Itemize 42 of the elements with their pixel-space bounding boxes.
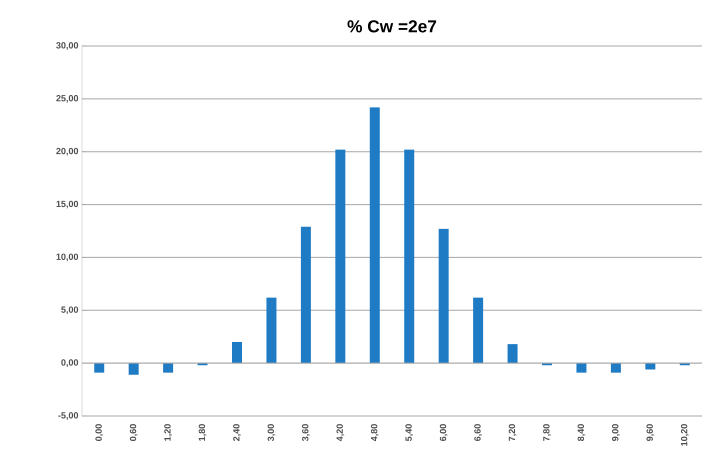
x-tick-label: 1,20 xyxy=(164,424,172,441)
y-tick-label: -5,00 xyxy=(58,412,78,420)
bar xyxy=(163,363,174,373)
x-tick-label: 3,00 xyxy=(268,424,276,442)
y-tick-label: 30,00 xyxy=(56,42,78,50)
bar xyxy=(576,363,586,373)
bar xyxy=(94,363,104,373)
x-tick-label: 10,20 xyxy=(680,424,689,446)
x-tick-label: 7,20 xyxy=(508,424,516,441)
x-tick-label: 0,60 xyxy=(130,424,138,441)
bar xyxy=(645,363,656,370)
x-tick-label: 4,20 xyxy=(336,424,344,442)
x-tick-label: 5,40 xyxy=(405,424,414,442)
bar xyxy=(370,107,380,364)
x-tick-label: 1,80 xyxy=(198,424,206,441)
y-tick-label: 10,00 xyxy=(56,254,78,262)
y-tick-label: 5,00 xyxy=(61,306,78,314)
x-tick-label: 7,80 xyxy=(543,424,551,441)
x-tick-label: 6,00 xyxy=(440,424,448,441)
bar xyxy=(508,344,518,364)
bar xyxy=(266,298,276,364)
bar xyxy=(128,363,139,375)
x-tick-label: 0,00 xyxy=(95,424,104,441)
x-tick-label: 8,40 xyxy=(578,424,586,442)
x-tick-label: 4,80 xyxy=(370,424,379,442)
bar xyxy=(610,363,621,373)
chart-title: % Cw =2e7 xyxy=(348,20,436,32)
bar xyxy=(232,342,242,364)
y-tick-label: 20,00 xyxy=(56,148,78,156)
bar xyxy=(438,228,449,364)
bar xyxy=(404,150,414,364)
bar xyxy=(300,226,311,364)
x-tick-label: 3,60 xyxy=(302,424,310,442)
x-tick-label: 2,40 xyxy=(233,424,241,442)
x-tick-label: 6,60 xyxy=(474,424,482,441)
bar xyxy=(473,298,484,364)
y-tick-label: 25,00 xyxy=(56,95,78,103)
x-tick-label: 9,60 xyxy=(646,424,654,442)
bar xyxy=(335,150,346,364)
y-tick-label: 0,00 xyxy=(61,359,78,367)
x-tick-label: 9,00 xyxy=(612,424,620,442)
y-tick-label: 15,00 xyxy=(56,200,78,208)
